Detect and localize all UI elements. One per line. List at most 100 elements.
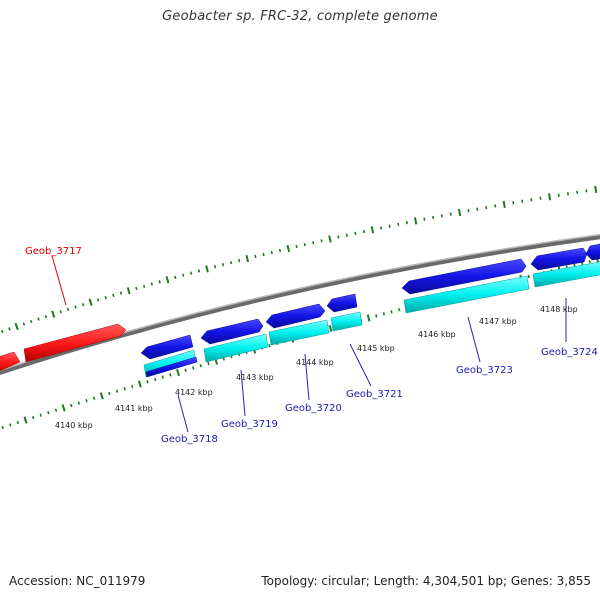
gene-arrow-geob-3721[interactable]: [326, 293, 358, 313]
gene-arrow-geob-3717[interactable]: [23, 323, 127, 363]
gene-label-geob-3723[interactable]: Geob_3723: [456, 365, 513, 376]
genome-backbone: [0, 233, 600, 375]
minor-tick: [278, 248, 282, 253]
major-tick: [370, 226, 375, 234]
minor-tick: [9, 423, 12, 427]
minor-tick: [521, 199, 524, 203]
minor-tick: [440, 214, 443, 218]
minor-tick: [337, 235, 340, 239]
cds-block-geob-3720[interactable]: [268, 319, 330, 346]
minor-tick: [405, 221, 408, 225]
major-tick: [414, 217, 418, 225]
accession-text: Accession: NC_011979: [9, 574, 146, 588]
minor-tick: [207, 361, 210, 366]
minor-tick: [142, 284, 146, 288]
minor-tick: [467, 209, 470, 213]
kbp-labels: 4140 kbp 4141 kbp 4142 kbp 4143 kbp 4144…: [55, 305, 578, 430]
gene-arrow-geob-3718[interactable]: [140, 334, 194, 360]
minor-tick: [104, 295, 107, 300]
map-title: Geobacter sp. FRC-32, complete genome: [162, 9, 438, 24]
major-tick: [126, 287, 131, 295]
minor-tick: [1, 425, 4, 430]
gene-label-geob-3719[interactable]: Geob_3719: [221, 419, 278, 430]
major-tick: [205, 265, 209, 273]
minor-tick: [92, 396, 96, 400]
kbp-label: 4148 kbp: [540, 305, 578, 314]
minor-tick: [158, 280, 161, 284]
minor-tick: [354, 231, 357, 235]
minor-tick: [174, 275, 177, 280]
minor-tick: [169, 373, 172, 377]
gene-arrow-geob-3719[interactable]: [200, 318, 264, 345]
minor-tick: [184, 368, 187, 372]
minor-tick: [77, 401, 81, 405]
minor-tick: [66, 307, 70, 312]
major-tick: [88, 298, 93, 306]
minor-tick: [576, 190, 579, 194]
minor-tick: [16, 420, 20, 425]
leader-geob-3719: [240, 369, 246, 417]
cds-block-geob-3719[interactable]: [203, 333, 269, 363]
minor-tick: [379, 226, 383, 230]
major-tick: [286, 244, 291, 253]
minor-tick: [388, 224, 391, 228]
minor-tick: [85, 398, 88, 403]
minor-tick: [44, 314, 48, 319]
minor-tick: [238, 258, 241, 263]
minor-tick: [119, 291, 123, 295]
gene-label-geob-3720[interactable]: Geob_3720: [285, 403, 342, 414]
leader-geob-3721: [349, 343, 372, 387]
cds-block-geob-3721[interactable]: [330, 311, 363, 332]
gene-label-geob-3724[interactable]: Geob_3724: [541, 347, 598, 358]
minor-tick: [161, 375, 164, 379]
gene-arrow-next[interactable]: [585, 243, 600, 261]
major-tick: [165, 276, 170, 284]
minor-tick: [54, 408, 58, 412]
minor-tick: [512, 201, 515, 205]
minor-tick: [0, 329, 4, 334]
minor-tick: [197, 269, 201, 273]
kbp-label: 4147 kbp: [479, 317, 517, 326]
minor-tick: [566, 192, 569, 196]
cds-block-geob-3724[interactable]: [532, 261, 600, 288]
major-tick: [51, 310, 56, 318]
gene-arrow-geob-3720[interactable]: [265, 303, 326, 329]
gene-arrow-geob-3716[interactable]: [0, 351, 21, 373]
cds-block-geob-3723[interactable]: [403, 275, 530, 314]
gene-label-geob-3718[interactable]: Geob_3718: [161, 434, 218, 445]
minor-tick: [108, 391, 111, 396]
gene-arrow-geob-3723[interactable]: [401, 258, 527, 295]
minor-tick: [182, 273, 185, 277]
genome-summary-text: Topology: circular; Length: 4,304,501 bp…: [261, 574, 591, 588]
minor-tick: [192, 366, 195, 370]
minor-tick: [270, 250, 273, 255]
minor-tick: [8, 327, 11, 331]
minor-tick: [397, 308, 401, 312]
label-leader-lines: [51, 255, 567, 433]
minor-tick: [485, 205, 488, 210]
cds-block-geob-3718-b[interactable]: [145, 356, 198, 378]
minor-tick: [150, 282, 154, 286]
major-tick: [14, 322, 19, 331]
minor-tick: [390, 310, 393, 314]
major-tick: [245, 254, 250, 263]
major-tick: [457, 208, 462, 217]
minor-tick: [123, 387, 126, 391]
gene-arrow-geob-3724[interactable]: [530, 247, 588, 271]
kbp-label: 4140 kbp: [55, 421, 93, 430]
minor-tick: [320, 239, 323, 243]
minor-tick: [59, 310, 62, 314]
minor-tick: [70, 403, 73, 408]
gene-label-geob-3717[interactable]: Geob_3717: [25, 246, 82, 257]
major-tick: [502, 200, 506, 208]
minor-tick: [135, 286, 138, 291]
minor-tick: [22, 322, 26, 326]
minor-tick: [96, 298, 100, 302]
minor-tick: [254, 254, 257, 259]
gene-label-geob-3721[interactable]: Geob_3721: [346, 389, 403, 400]
minor-tick: [229, 261, 233, 265]
minor-tick: [153, 377, 157, 382]
major-tick: [99, 392, 104, 400]
kbp-label: 4144 kbp: [296, 358, 334, 367]
